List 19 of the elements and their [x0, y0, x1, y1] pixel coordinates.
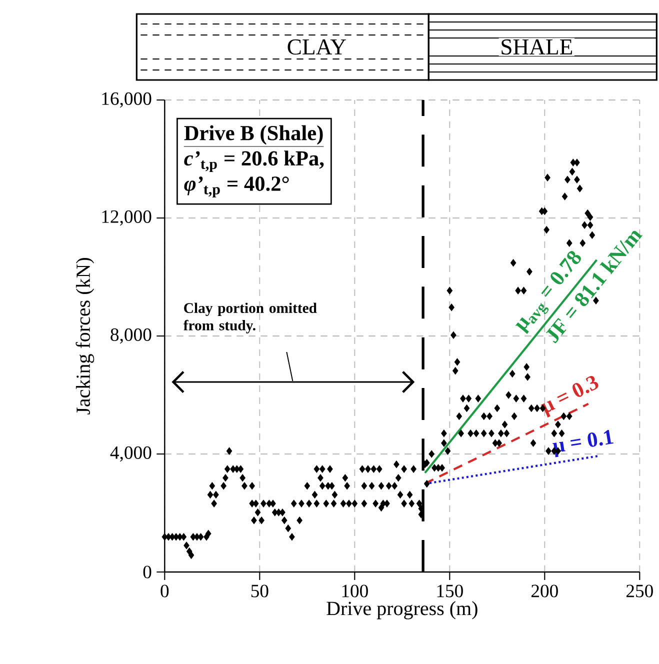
x-tick-label: 50	[252, 584, 268, 598]
x-tick-label: 0	[160, 584, 169, 598]
text: CLAY	[288, 39, 346, 55]
annotation: Drive B (Shale)	[184, 125, 323, 145]
y-tick-label: 8,000	[110, 328, 152, 344]
x-tick-label: 200	[532, 584, 558, 598]
y-tick-label: 16,000	[102, 92, 152, 108]
annotation: Clay portion omitted from study.	[184, 302, 317, 334]
x-tick-label: 150	[437, 584, 464, 598]
y-tick-label: 4,000	[110, 446, 152, 462]
text: SHALE	[502, 39, 572, 55]
x-tick-label: 100	[342, 584, 368, 598]
x-axis-title: Drive progress (m)	[326, 601, 478, 620]
annotation: φ’$_{t,p}$ = 40.2°	[184, 176, 289, 198]
y-axis-title: Jacking forces (kN)	[76, 258, 94, 414]
annotation: c’$_{t,p}$ = 20.6 kPa,	[184, 150, 324, 172]
y-tick-label: 12,000	[102, 210, 152, 226]
y-tick-label: 0	[144, 566, 152, 578]
x-tick-label: 250	[626, 584, 654, 598]
